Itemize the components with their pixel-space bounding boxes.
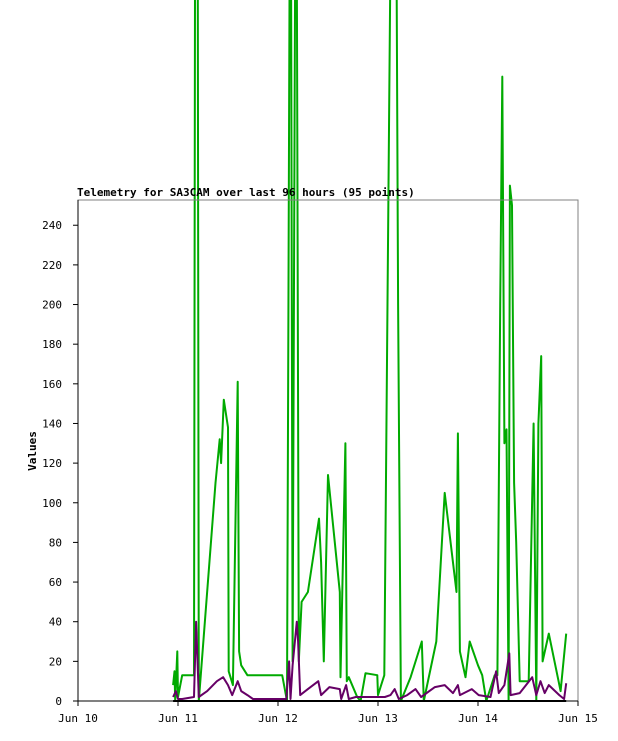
- chart-title: Telemetry for SA3CAM over last 96 hours …: [77, 186, 415, 199]
- series-line-1: [172, 0, 568, 702]
- x-tick-label: Jun 12: [258, 712, 298, 725]
- series-line-2: [172, 620, 568, 700]
- y-tick-label: 40: [49, 616, 62, 629]
- y-tick-label: 120: [42, 457, 62, 470]
- y-tick-label: 160: [42, 378, 62, 391]
- y-tick-label: 100: [42, 497, 62, 510]
- y-tick-label: 60: [49, 576, 62, 589]
- y-axis: 0 20 40 60 80 100 120 140 160 180 200 220 240: [42, 200, 79, 708]
- y-tick-label: 200: [42, 299, 62, 312]
- y-tick-label: 240: [42, 219, 62, 232]
- x-axis: Jun 10 Jun 11 Jun 12 Jun 13 Jun 14 Jun 15: [58, 700, 598, 725]
- x-tick-label: Jun 11: [158, 712, 198, 725]
- x-tick-label: Jun 15: [558, 712, 598, 725]
- y-tick-label: 140: [42, 417, 62, 430]
- y-tick-label: 180: [42, 338, 62, 351]
- y-tick-label: 20: [49, 655, 62, 668]
- y-tick-label: 0: [55, 695, 62, 708]
- x-tick-label: Jun 13: [358, 712, 398, 725]
- y-tick-label: 220: [42, 259, 62, 272]
- y-axis-label: Values: [26, 431, 39, 471]
- x-tick-label: Jun 14: [458, 712, 498, 725]
- x-tick-label: Jun 10: [58, 712, 98, 725]
- y-tick-label: 80: [49, 536, 62, 549]
